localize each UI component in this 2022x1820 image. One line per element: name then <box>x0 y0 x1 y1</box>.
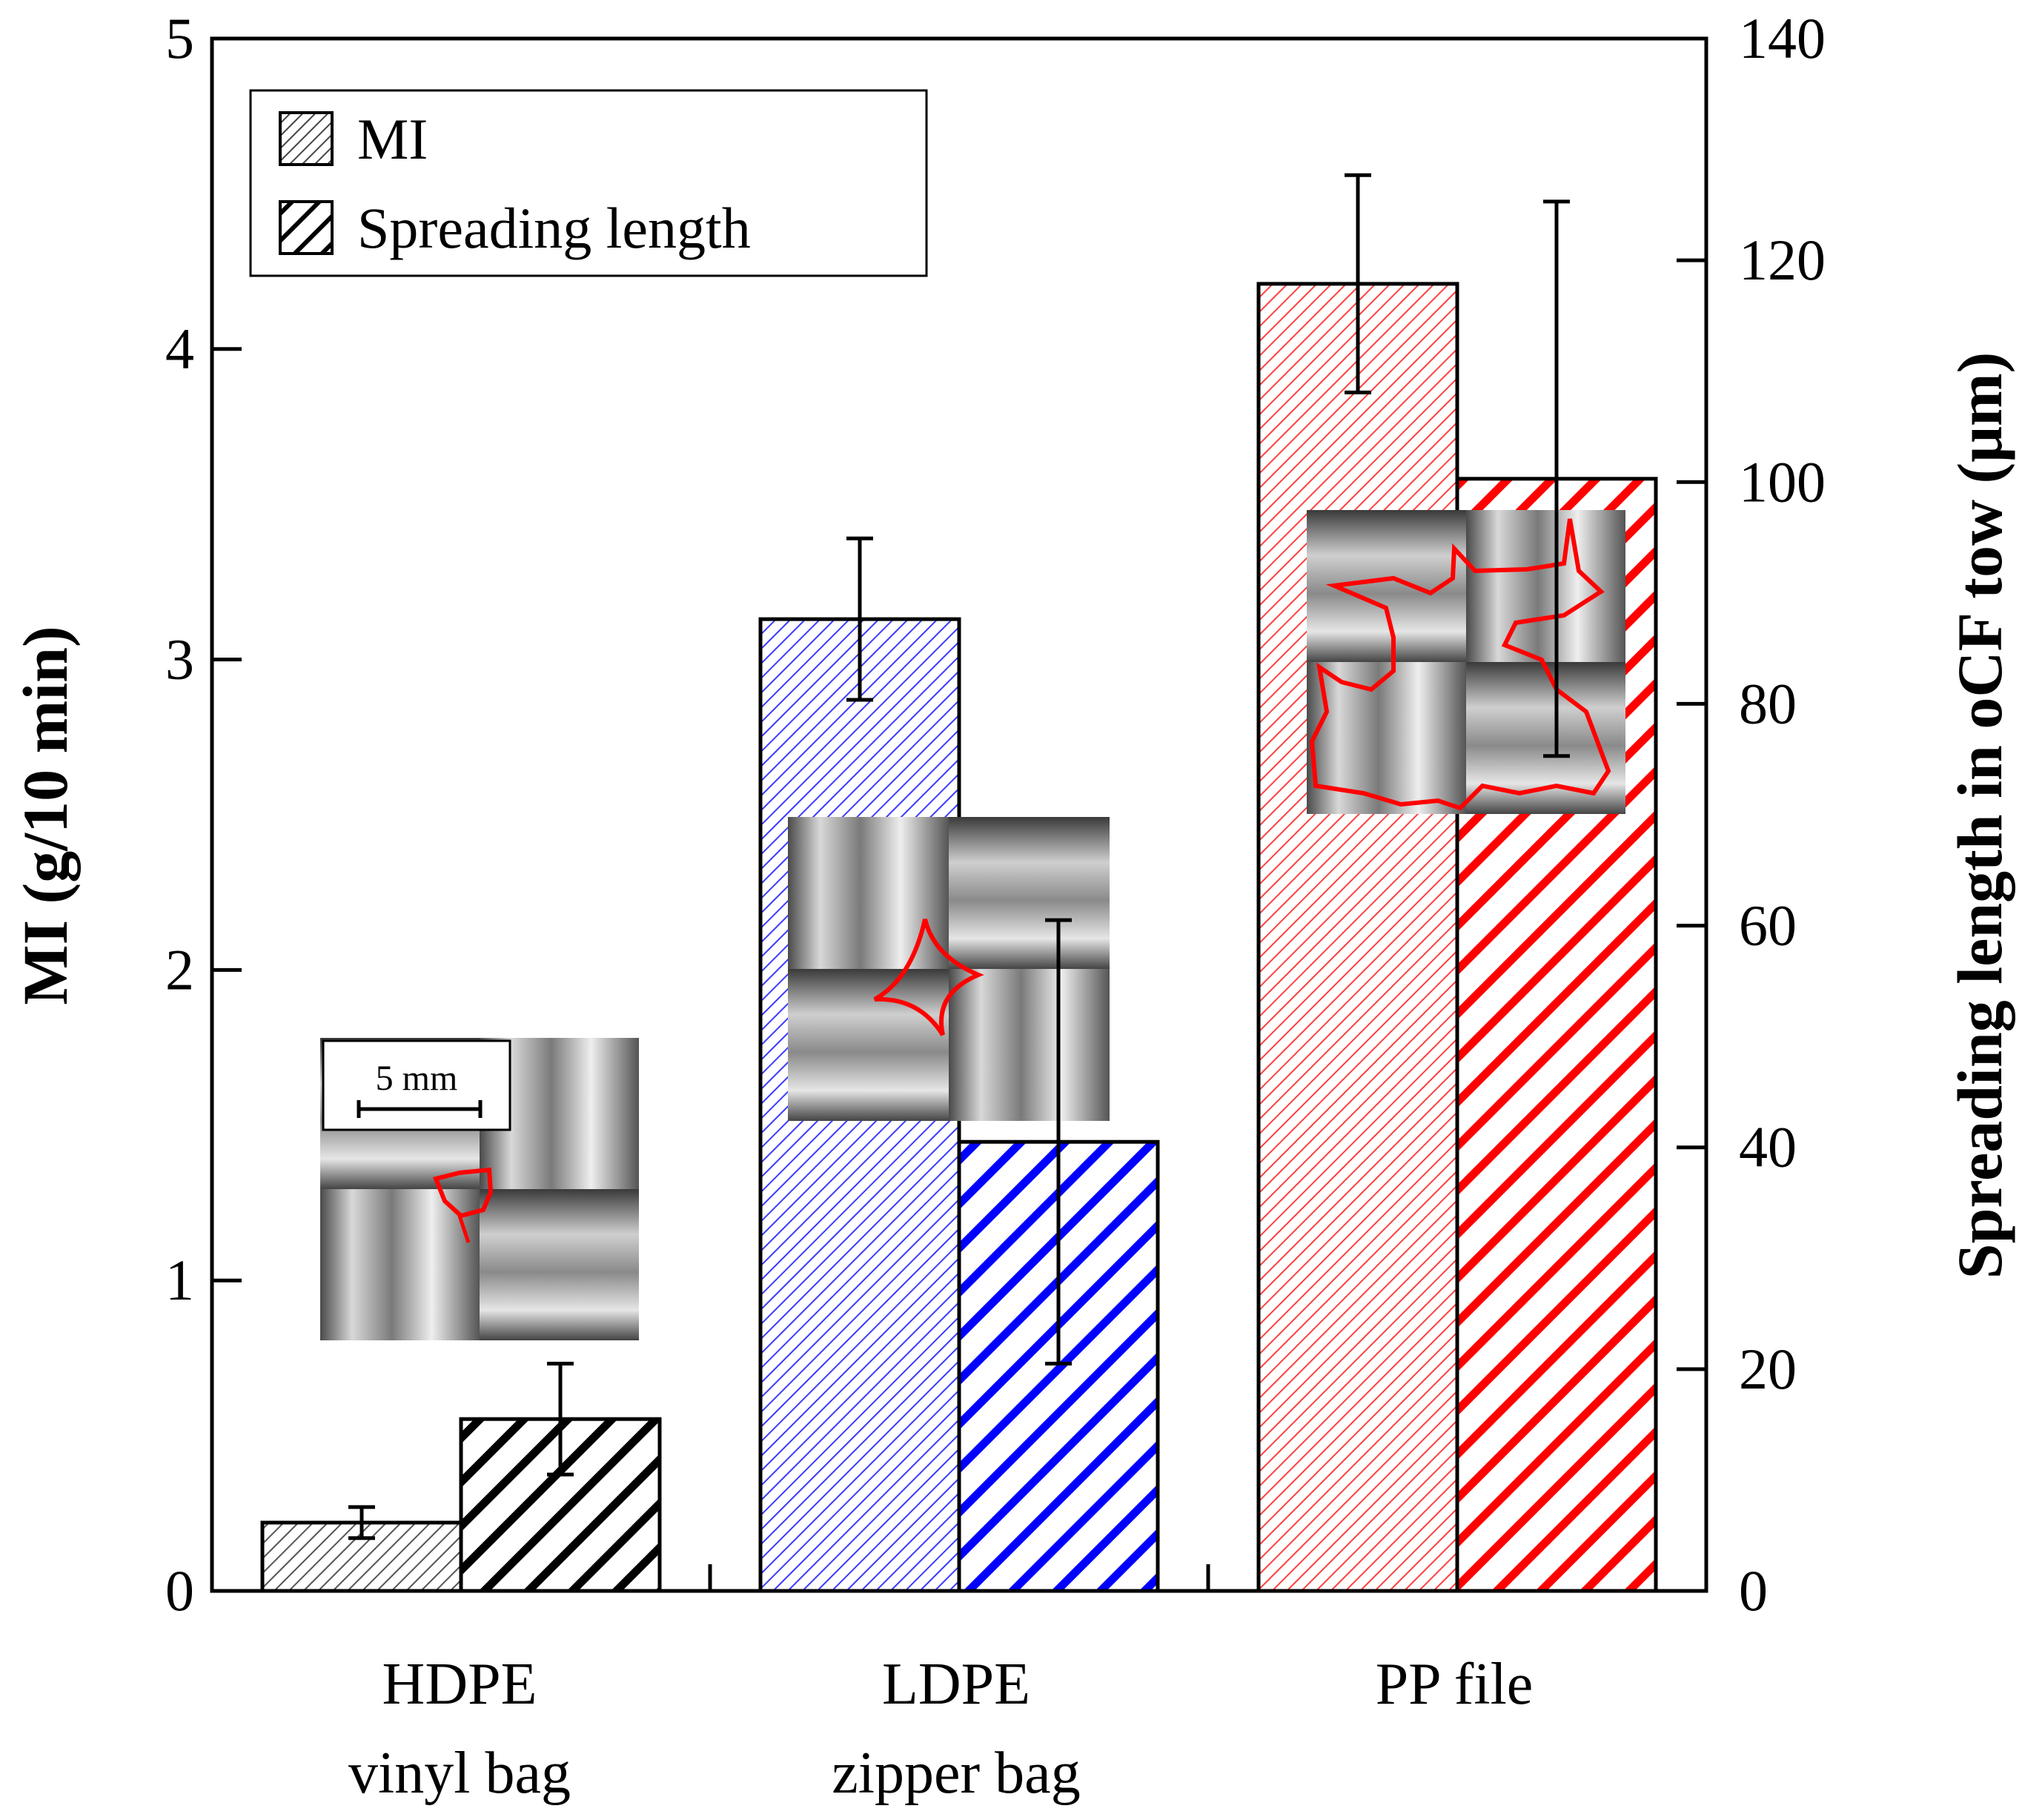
legend-box <box>249 89 928 277</box>
category-label-ldpe-line1: LDPE <box>882 1652 1030 1717</box>
error-bar-spreading-ldpe <box>1045 918 1072 1366</box>
legend-label-spreading: Spreading length <box>357 196 751 260</box>
y-right-tick-label: 80 <box>1739 671 1797 735</box>
plot-frame <box>210 36 1708 1593</box>
bar-mi-pp <box>1256 282 1459 1593</box>
error-bar-spreading-pp <box>1543 199 1570 758</box>
y-left-tick-label: 2 <box>165 937 194 1002</box>
error-bar-mi-ldpe <box>846 536 873 702</box>
y-right-tick-label: 60 <box>1739 893 1797 958</box>
y-right-tick-label: 120 <box>1739 228 1826 292</box>
x-axis-categories: HDPE vinyl bag LDPE zipper bag PP file <box>348 1652 1533 1806</box>
legend: MI Spreading length <box>249 89 928 277</box>
y-left-tick-label: 0 <box>165 1558 194 1623</box>
legend-swatch-spreading <box>279 200 334 255</box>
category-label-hdpe-line1: HDPE <box>382 1652 537 1717</box>
y-axis-right-title: Spreading length in oCF tow (μm) <box>1944 352 2015 1279</box>
category-label-pp: PP file <box>1376 1652 1534 1717</box>
y-left-tick-label: 5 <box>165 6 194 70</box>
y-left-tick-label: 1 <box>165 1248 194 1312</box>
error-bar-spreading-hdpe <box>547 1361 574 1477</box>
y-right-tick-label: 20 <box>1739 1337 1797 1401</box>
micrograph-inset-pp <box>1307 510 1625 814</box>
axes-layer: 0 1 2 3 4 5 0 20 40 60 80 100 120 140 <box>165 6 1826 1623</box>
error-bar-mi-hdpe <box>348 1505 375 1541</box>
y-right-tick-label: 0 <box>1739 1558 1768 1623</box>
category-label-ldpe-line2: zipper bag <box>832 1741 1080 1806</box>
y-left-tick-label: 4 <box>165 317 194 381</box>
error-bar-mi-pp <box>1345 173 1371 394</box>
scale-bar-label: 5 mm <box>376 1059 458 1098</box>
legend-label-mi: MI <box>357 107 428 171</box>
legend-swatch-mi <box>279 111 334 166</box>
y-right-tick-label: 40 <box>1739 1115 1797 1179</box>
y-right-tick-label: 100 <box>1739 449 1826 514</box>
micrograph-inset-ldpe <box>788 817 1110 1121</box>
error-bars-layer <box>348 173 1570 1541</box>
category-label-hdpe-line2: vinyl bag <box>348 1741 571 1806</box>
micrograph-inset-hdpe: 5 mm <box>320 1038 639 1340</box>
y-left-tick-label: 3 <box>165 627 194 692</box>
y-right-tick-label: 140 <box>1739 6 1826 70</box>
y-axis-left-title: MI (g/10 min) <box>10 626 81 1005</box>
